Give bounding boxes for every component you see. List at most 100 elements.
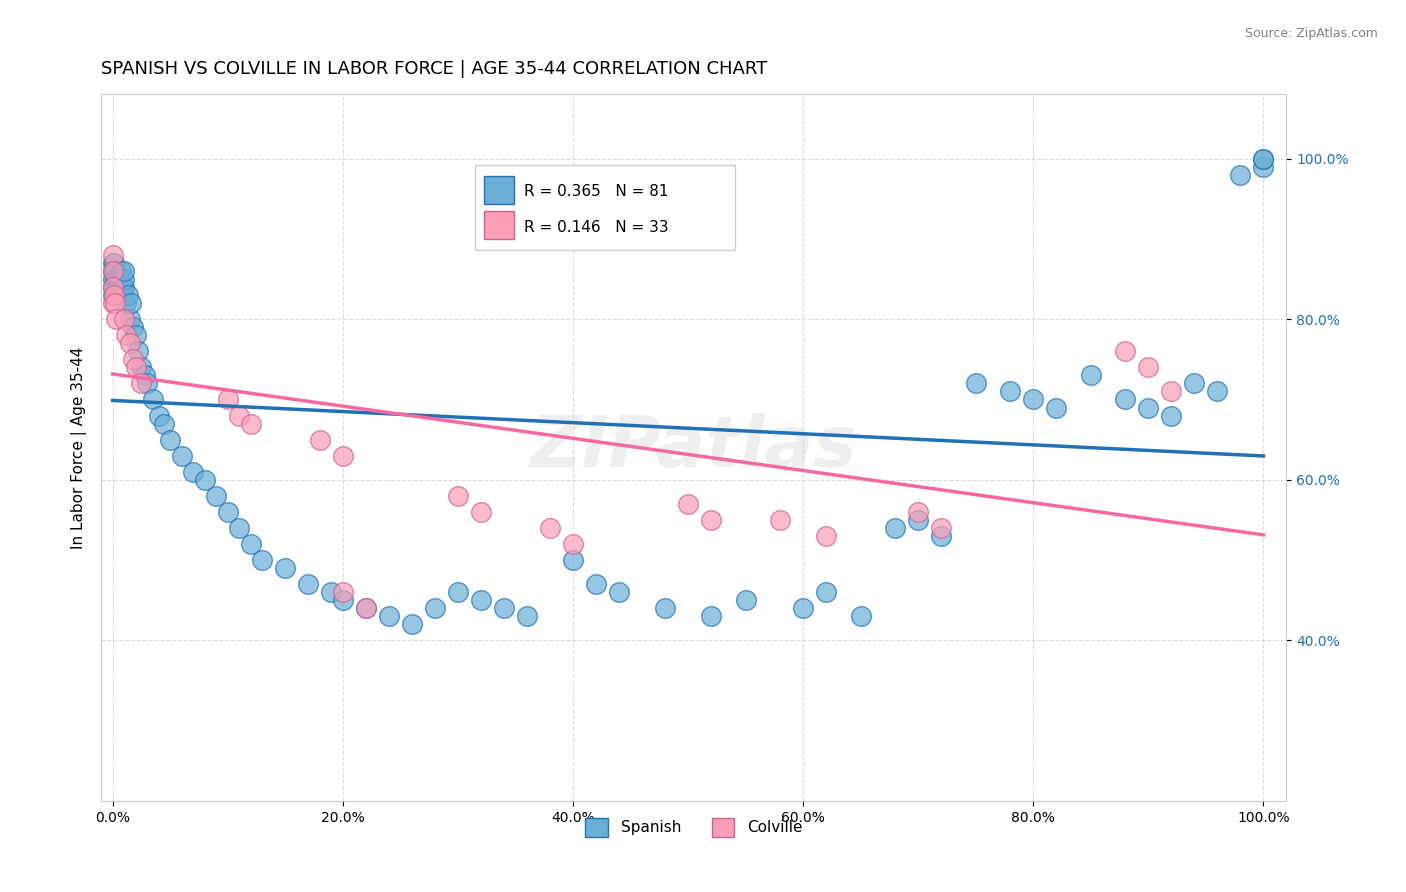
Point	[101, 280, 124, 294]
Point	[1229, 168, 1251, 182]
Point	[1253, 152, 1275, 166]
Point	[470, 505, 492, 519]
Point	[516, 609, 538, 624]
Point	[118, 336, 141, 351]
Point	[1253, 160, 1275, 174]
Point	[332, 593, 354, 607]
Point	[111, 280, 134, 294]
Point	[1206, 384, 1229, 399]
Point	[239, 417, 262, 431]
Point	[849, 609, 872, 624]
Point	[1000, 384, 1022, 399]
Point	[321, 585, 343, 599]
Point	[112, 264, 135, 278]
Point	[217, 392, 239, 407]
Text: SPANISH VS COLVILLE IN LABOR FORCE | AGE 35-44 CORRELATION CHART: SPANISH VS COLVILLE IN LABOR FORCE | AGE…	[101, 60, 768, 78]
Point	[734, 593, 756, 607]
Y-axis label: In Labor Force | Age 35-44: In Labor Force | Age 35-44	[72, 346, 87, 549]
Point	[815, 585, 838, 599]
Point	[447, 585, 470, 599]
Point	[252, 553, 274, 567]
Point	[170, 449, 193, 463]
Point	[538, 521, 561, 535]
Point	[1045, 401, 1067, 415]
Point	[228, 409, 250, 423]
Point	[115, 328, 138, 343]
Point	[792, 601, 814, 615]
Text: R = 0.365   N = 81: R = 0.365 N = 81	[524, 185, 669, 200]
Point	[118, 312, 141, 326]
Point	[124, 328, 146, 343]
Point	[101, 264, 124, 278]
Point	[101, 256, 124, 270]
Point	[1160, 409, 1182, 423]
Point	[929, 529, 952, 543]
Point	[131, 360, 153, 375]
FancyBboxPatch shape	[474, 165, 735, 250]
Point	[700, 513, 723, 527]
Point	[228, 521, 250, 535]
Text: Source: ZipAtlas.com: Source: ZipAtlas.com	[1244, 27, 1378, 40]
Point	[907, 513, 929, 527]
Point	[112, 280, 135, 294]
Point	[136, 376, 159, 391]
Point	[423, 601, 446, 615]
Point	[1114, 392, 1136, 407]
Point	[153, 417, 176, 431]
Point	[105, 280, 128, 294]
FancyBboxPatch shape	[484, 211, 513, 239]
Point	[308, 433, 330, 447]
Point	[104, 264, 127, 278]
Point	[101, 296, 124, 310]
Point	[1137, 360, 1160, 375]
Point	[101, 280, 124, 294]
Text: ZIPatlas: ZIPatlas	[530, 413, 858, 483]
Point	[105, 312, 128, 326]
Point	[194, 473, 217, 487]
Point	[110, 264, 132, 278]
Point	[105, 280, 128, 294]
Point	[654, 601, 676, 615]
Point	[142, 392, 165, 407]
Point	[378, 609, 401, 624]
Point	[274, 561, 297, 575]
Point	[1184, 376, 1206, 391]
Point	[470, 593, 492, 607]
Point	[354, 601, 377, 615]
Point	[562, 537, 585, 551]
Point	[107, 280, 129, 294]
Point	[127, 344, 149, 359]
Point	[965, 376, 987, 391]
Point	[354, 601, 377, 615]
Point	[1114, 344, 1136, 359]
Point	[104, 272, 127, 286]
Point	[815, 529, 838, 543]
Point	[115, 296, 138, 310]
Point	[492, 601, 515, 615]
Text: R = 0.146   N = 33: R = 0.146 N = 33	[524, 219, 669, 235]
Point	[112, 312, 135, 326]
Point	[884, 521, 907, 535]
Point	[1160, 384, 1182, 399]
Point	[562, 553, 585, 567]
Point	[332, 449, 354, 463]
FancyBboxPatch shape	[484, 176, 513, 204]
Point	[585, 577, 607, 591]
Point	[101, 288, 124, 302]
Point	[117, 288, 139, 302]
Point	[907, 505, 929, 519]
Point	[112, 272, 135, 286]
Point	[107, 272, 129, 286]
Point	[111, 288, 134, 302]
Point	[159, 433, 181, 447]
Point	[676, 497, 699, 511]
Point	[134, 368, 156, 383]
Point	[401, 617, 423, 632]
Point	[101, 248, 124, 262]
Point	[148, 409, 170, 423]
Point	[101, 272, 124, 286]
Point	[929, 521, 952, 535]
Point	[769, 513, 792, 527]
Point	[103, 288, 125, 302]
Point	[1022, 392, 1045, 407]
